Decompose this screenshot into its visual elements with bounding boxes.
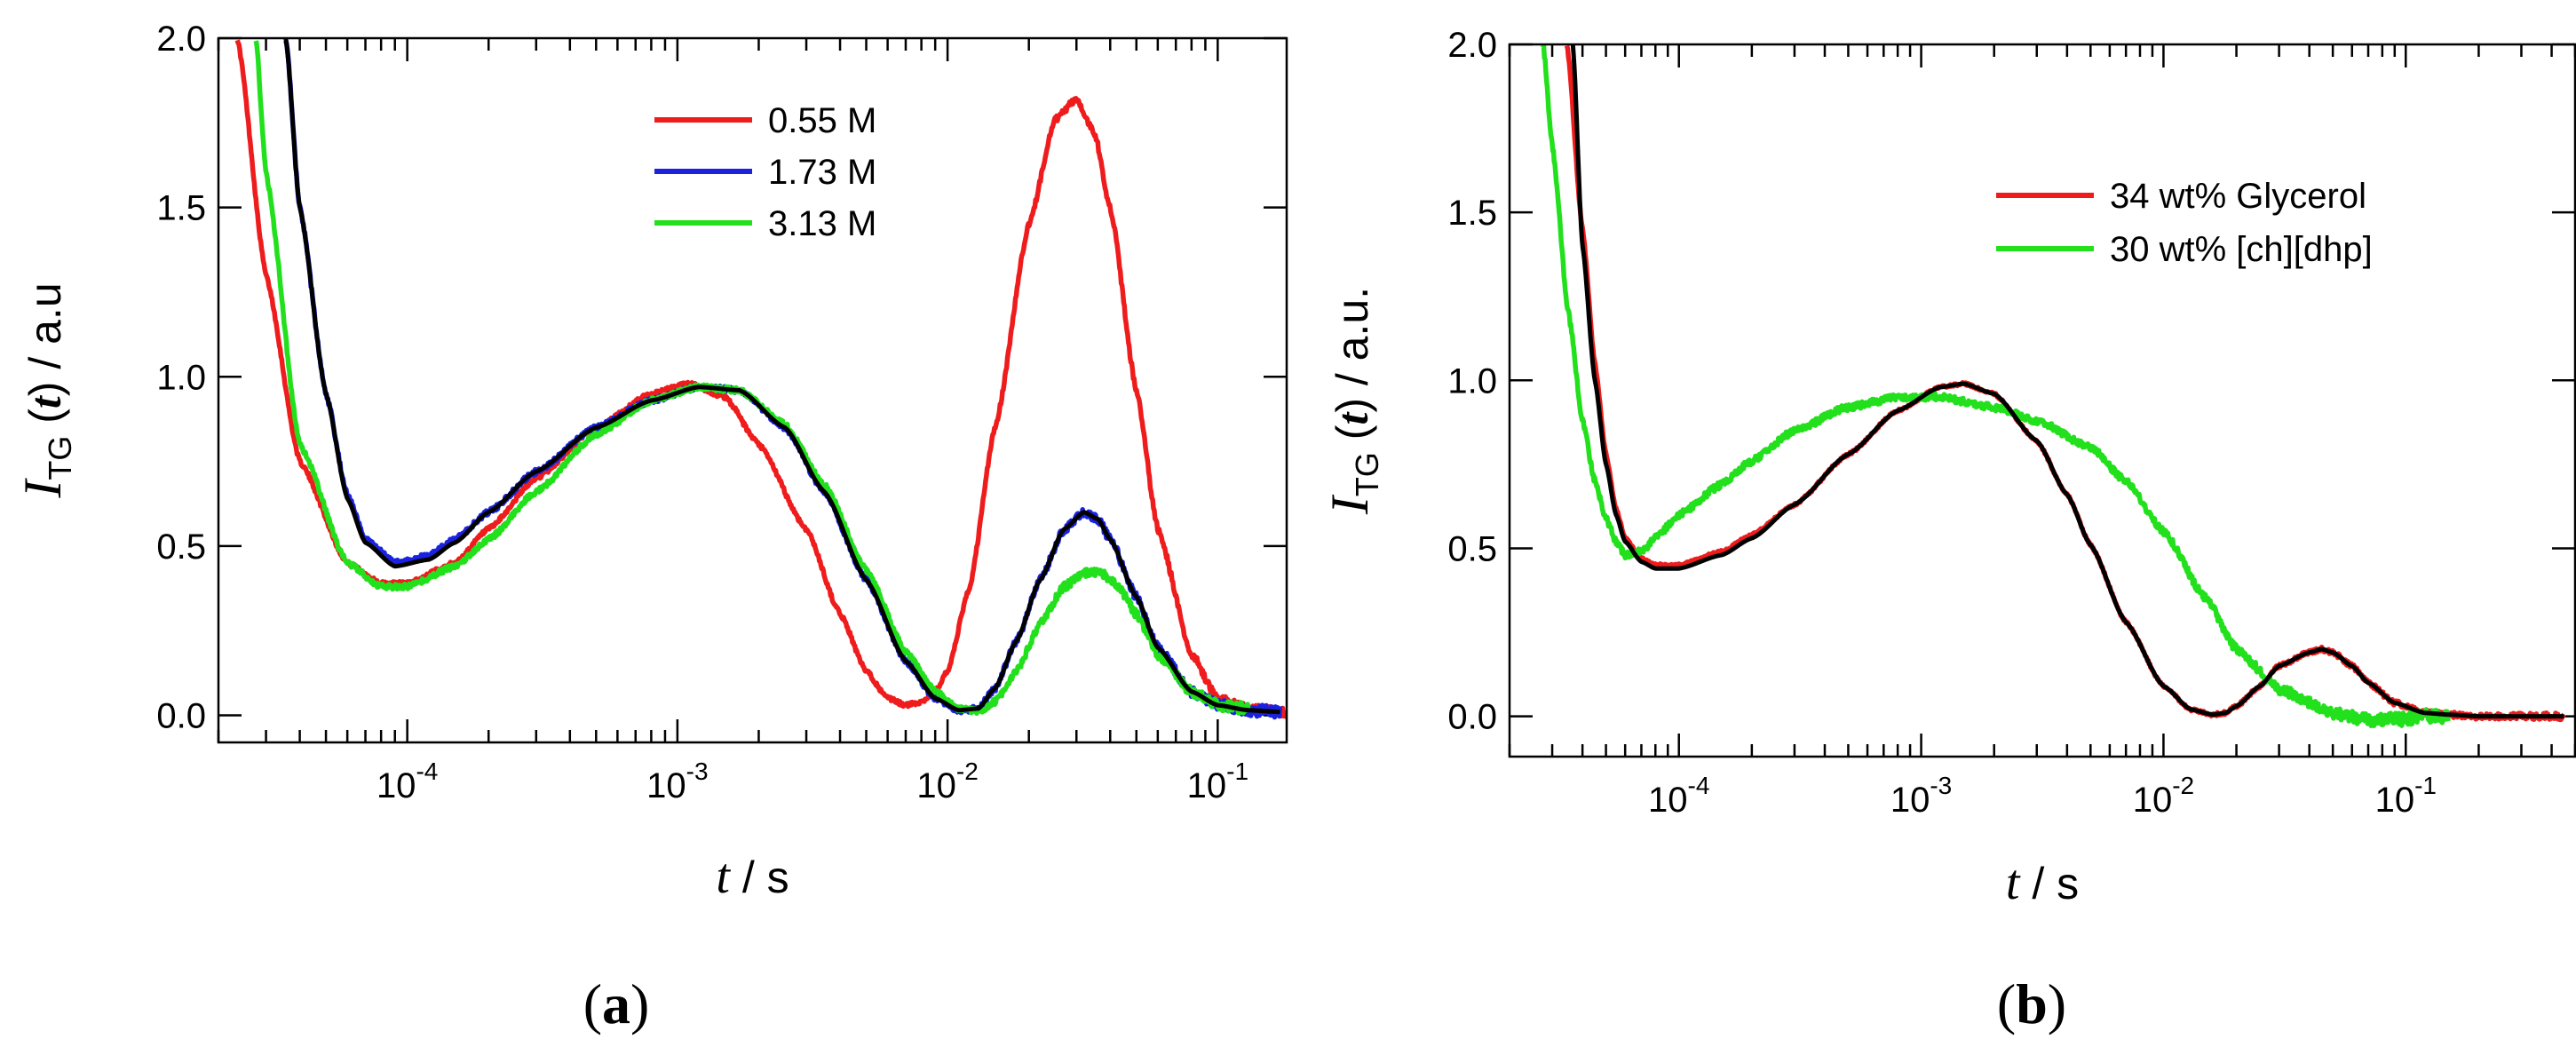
x-axis-unit: / s [2019,859,2079,908]
x-tick-label: 10-2 [2133,772,2194,820]
y-tick-label: 0.5 [156,528,206,567]
x-tick-exponent: -4 [1688,772,1710,799]
x-tick-exponent: -4 [416,758,438,785]
y-tick-label: 1.5 [1447,194,1497,233]
y-tick-label: 0.0 [1447,698,1497,737]
y-axis-label: ITG (t) / a.u [13,282,78,498]
x-tick-base: 10 [1648,781,1688,820]
y-axis-unit: ) / a.u. [1328,287,1377,413]
series-line-34-wt-glycerol [1564,44,2566,723]
series-line-fit [1570,44,2566,719]
y-tick-label: 1.0 [1447,361,1497,401]
legend: 34 wt% Glycerol 30 wt% [ch][dhp] [1996,177,2373,269]
legend-label-3-13-m: 3.13 M [768,204,876,243]
series-line-30-wt-ch-dhp [1541,44,2451,729]
y-axis-open: ( [1328,424,1377,452]
legend-label-1-73-m: 1.73 M [768,153,876,192]
x-tick-label: 10-2 [916,758,978,805]
x-axis-unit: / s [730,853,789,902]
series-line-1-73-m [283,40,1283,720]
x-tick-label: 10-1 [2375,772,2437,820]
x-tick-label: 10-3 [1890,772,1952,820]
y-axis-unit: ) / a.u [20,282,70,396]
x-tick-base: 10 [916,766,956,805]
panel-label-b: (b) [1997,972,2066,1035]
y-axis-sub: TG [1349,452,1385,496]
x-tick-label: 10-4 [1648,772,1709,820]
y-axis-sub: TG [42,436,78,480]
chart-panel-a: 0.00.51.01.52.010-4 10-3 10-2 10-1t / sITG … [13,20,1288,904]
y-axis-var: I [13,478,72,499]
plot-frame [217,36,1288,744]
series-line-fit [283,38,1282,715]
x-axis-var: t [2006,855,2021,910]
x-tick-label: 10-1 [1187,758,1248,805]
y-axis-arg: t [20,394,70,409]
x-axis-label: t / s [716,849,789,904]
x-tick-label: 10-4 [376,758,438,805]
y-tick-label: 0.5 [1447,529,1497,568]
panel-label-a: (a) [583,972,650,1035]
x-axis-label: t / s [2006,855,2079,910]
y-ticks [218,36,1287,717]
x-tick-base: 10 [2133,781,2173,820]
series-group [234,38,1287,720]
y-axis-open: ( [20,409,70,436]
y-tick-label: 2.0 [156,20,206,59]
x-tick-base: 10 [646,766,686,805]
x-tick-exponent: -1 [2414,772,2437,799]
series-group [1541,44,2566,729]
y-tick-label: 0.0 [156,697,206,736]
y-axis-arg: t [1328,411,1377,425]
legend-label-0-55-m: 0.55 M [768,101,876,140]
x-tick-base: 10 [1187,766,1227,805]
x-tick-label: 10-3 [646,758,708,805]
legend: 0.55 M 1.73 M 3.13 M [654,101,876,243]
x-axis-var: t [716,849,731,904]
x-ticks [217,38,1219,742]
y-tick-label: 2.0 [1447,26,1497,65]
y-axis-label: ITG (t) / a.u. [1320,287,1385,515]
x-tick-exponent: -3 [686,758,709,785]
legend-label-34-wt-glycerol: 34 wt% Glycerol [2110,177,2366,216]
legend-label-30-wt-ch-dhp: 30 wt% [ch][dhp] [2110,230,2373,269]
x-tick-exponent: -1 [1226,758,1248,785]
x-tick-base: 10 [376,766,416,805]
series-line-0-55-m [234,39,1287,719]
x-tick-exponent: -2 [956,758,979,785]
plot-frame [1508,43,2576,758]
chart-panel-b: 0.00.51.01.52.010-4 10-3 10-2 10-1t / sITG … [1320,26,2576,910]
x-ticks [1508,44,2576,757]
x-tick-exponent: -3 [1930,772,1952,799]
x-tick-exponent: -2 [2172,772,2194,799]
y-axis-var: I [1320,494,1379,515]
y-ticks [1510,43,2575,718]
x-tick-base: 10 [2375,781,2415,820]
y-tick-label: 1.0 [156,358,206,397]
x-tick-base: 10 [1890,781,1930,820]
y-tick-label: 1.5 [156,189,206,228]
